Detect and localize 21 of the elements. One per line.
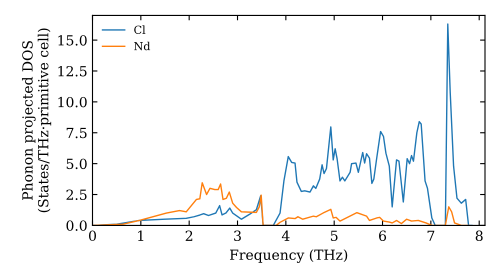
x-tick-label: 8 xyxy=(476,230,483,242)
y-axis-title: Phonon projected DOS (States/THz·primitive cell) xyxy=(22,28,52,212)
x-tick-label: 6 xyxy=(379,230,386,242)
x-axis-title: Frequency (THz) xyxy=(230,249,348,263)
y-tick-label: 0.0 xyxy=(66,220,87,231)
y-tick-label: 10.0 xyxy=(58,96,87,108)
x-tick-label: 5 xyxy=(330,230,338,242)
x-tick-label: 7 xyxy=(428,230,434,241)
x-tick-label: 4 xyxy=(282,230,290,241)
x-tick-label: 3 xyxy=(234,230,241,242)
x-tick-label: 0 xyxy=(88,230,96,242)
x-tick-label: 1 xyxy=(138,230,144,241)
y-tick-label: 15.0 xyxy=(58,35,87,46)
legend-label: Nd xyxy=(134,42,150,50)
legend-label: Cl xyxy=(134,25,146,34)
y-tick-label: 12.5 xyxy=(58,66,87,76)
y-tick-label: 7.5 xyxy=(66,128,87,138)
line-series xyxy=(92,182,470,226)
y-tick-label: 2.5 xyxy=(66,189,87,200)
x-tick-label: 2 xyxy=(186,230,192,241)
y-tick-label: 5.0 xyxy=(66,158,87,170)
